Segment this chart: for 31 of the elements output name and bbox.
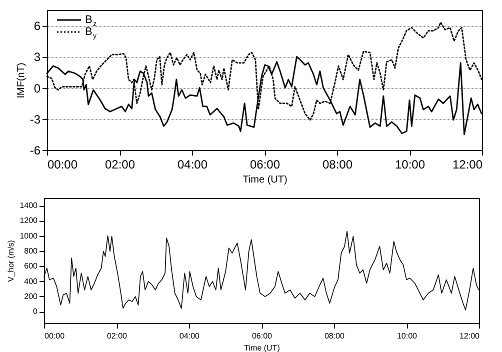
y-tick-label: -6 [30, 144, 41, 158]
x-tick-label: 02:00 [104, 158, 136, 172]
x-tick-label: 00:00 [44, 332, 66, 340]
y-tick-label: 3 [34, 50, 41, 64]
x-tick-label: 04:00 [177, 158, 208, 172]
y-tick-label: 1400 [20, 201, 38, 210]
x-tick-label: 06:00 [250, 158, 280, 172]
x-tick-label: 08:00 [324, 332, 346, 340]
x-tick-label: 00:00 [48, 158, 78, 172]
y-tick-label: 1200 [20, 216, 38, 226]
x-tick-label: 12:00 [452, 158, 483, 172]
y-axis-title: IMF(nT) [16, 62, 27, 98]
x-tick-label: 06:00 [252, 332, 273, 340]
y-tick-label: 0 [34, 81, 41, 96]
x-axis-title: Time (UT) [242, 174, 288, 186]
x-tick-label: 04:00 [179, 332, 200, 340]
y-tick-label: 600 [24, 262, 38, 271]
y-tick-label: 400 [24, 276, 38, 286]
x-tick-label: 10:00 [396, 332, 418, 340]
y-tick-label: -3 [30, 112, 41, 126]
x-tick-label: 12:00 [459, 332, 480, 340]
y-tick-label: 200 [24, 292, 38, 301]
y-tick-label: 6 [34, 19, 41, 34]
x-axis-title: Time (UT) [244, 344, 280, 352]
x-tick-label: 02:00 [106, 332, 128, 340]
x-tick-label: 08:00 [322, 158, 353, 172]
y-axis-title: V_hor (m/s) [6, 240, 16, 282]
y-tick-label: 800 [24, 246, 38, 256]
y-tick-label: 0 [33, 307, 38, 316]
x-tick-label: 10:00 [394, 158, 426, 172]
y-tick-label: 1000 [20, 231, 38, 240]
